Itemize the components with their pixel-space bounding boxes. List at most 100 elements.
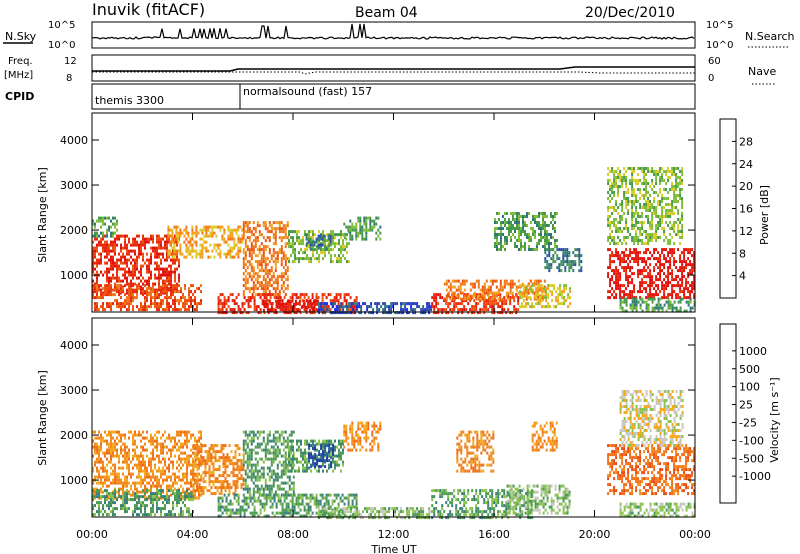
data-cell bbox=[174, 290, 176, 294]
data-cell bbox=[511, 291, 514, 295]
data-cell bbox=[563, 299, 566, 303]
data-cell bbox=[530, 239, 532, 242]
data-cell bbox=[639, 203, 642, 206]
data-cell bbox=[200, 302, 202, 306]
data-cell bbox=[637, 257, 640, 261]
data-cell bbox=[547, 305, 550, 309]
data-cell bbox=[286, 275, 289, 279]
data-cell bbox=[118, 430, 120, 434]
data-cell bbox=[94, 442, 96, 446]
data-cell bbox=[250, 278, 253, 282]
data-cell bbox=[288, 245, 290, 249]
data-cell bbox=[661, 176, 664, 179]
data-cell bbox=[494, 227, 496, 230]
data-cell bbox=[182, 487, 184, 491]
data-cell bbox=[673, 224, 676, 227]
data-cell bbox=[116, 222, 118, 226]
data-cell bbox=[657, 309, 660, 313]
data-cell bbox=[92, 495, 94, 499]
data-cell bbox=[140, 495, 142, 499]
data-cell bbox=[379, 231, 382, 235]
data-cell bbox=[681, 170, 684, 173]
data-cell bbox=[318, 260, 320, 264]
data-cell bbox=[160, 489, 162, 493]
data-cell bbox=[334, 233, 336, 237]
data-cell bbox=[292, 239, 294, 243]
data-cell bbox=[687, 248, 690, 252]
data-cell bbox=[174, 442, 176, 446]
data-cell bbox=[322, 248, 324, 252]
data-cell bbox=[184, 460, 186, 464]
data-cell bbox=[556, 257, 559, 261]
data-cell bbox=[496, 236, 498, 239]
data-cell bbox=[631, 182, 634, 185]
data-cell bbox=[671, 287, 674, 291]
data-cell bbox=[184, 284, 186, 288]
data-cell bbox=[177, 240, 180, 244]
data-cell bbox=[172, 293, 174, 297]
data-cell bbox=[173, 237, 176, 241]
data-cell bbox=[503, 279, 506, 283]
data-cell bbox=[182, 430, 184, 434]
data-cell bbox=[96, 466, 98, 470]
data-cell bbox=[445, 282, 448, 286]
data-cell bbox=[243, 296, 246, 300]
data-cell bbox=[552, 236, 554, 239]
data-cell bbox=[625, 260, 628, 264]
data-cell bbox=[685, 287, 688, 291]
data-cell bbox=[611, 170, 614, 173]
data-cell bbox=[132, 240, 134, 244]
data-cell bbox=[162, 299, 164, 303]
data-cell bbox=[376, 308, 379, 312]
data-cell bbox=[663, 179, 666, 182]
data-cell bbox=[176, 308, 178, 312]
data-cell bbox=[164, 495, 166, 499]
data-cell bbox=[98, 492, 100, 496]
data-cell bbox=[499, 293, 502, 297]
data-cell bbox=[152, 457, 154, 461]
data-cell bbox=[544, 215, 546, 218]
data-cell bbox=[437, 308, 440, 312]
data-cell bbox=[494, 236, 496, 239]
data-cell bbox=[661, 167, 664, 170]
data-cell bbox=[647, 209, 650, 212]
data-cell bbox=[158, 430, 160, 434]
data-cell bbox=[126, 243, 128, 247]
data-cell bbox=[426, 305, 429, 309]
data-cell bbox=[677, 212, 680, 215]
data-cell bbox=[156, 475, 158, 479]
data-cell bbox=[108, 252, 110, 256]
data-cell bbox=[176, 475, 178, 479]
data-cell bbox=[537, 293, 540, 297]
data-cell bbox=[136, 234, 138, 238]
data-cell bbox=[649, 278, 652, 282]
data-cell bbox=[148, 284, 150, 288]
data-cell bbox=[532, 230, 534, 233]
data-cell bbox=[330, 260, 332, 264]
data-cell bbox=[266, 272, 269, 276]
data-cell bbox=[172, 302, 174, 306]
data-cell bbox=[526, 236, 528, 239]
data-cell bbox=[270, 302, 273, 306]
data-cell bbox=[98, 510, 100, 514]
data-cell bbox=[346, 245, 348, 249]
data-cell bbox=[160, 448, 162, 452]
data-cell bbox=[245, 311, 248, 315]
data-cell bbox=[274, 221, 277, 225]
data-cell bbox=[166, 276, 168, 280]
data-cell bbox=[150, 237, 152, 241]
data-cell bbox=[247, 296, 250, 300]
data-cell bbox=[394, 302, 397, 306]
data-cell bbox=[92, 445, 94, 449]
data-cell bbox=[168, 302, 170, 306]
data-cell bbox=[170, 454, 172, 458]
data-cell bbox=[637, 254, 640, 258]
data-cell bbox=[256, 224, 259, 228]
data-cell bbox=[223, 240, 226, 244]
data-cell bbox=[219, 252, 222, 256]
data-cell bbox=[144, 507, 146, 511]
data-cell bbox=[304, 248, 306, 252]
data-cell bbox=[140, 439, 142, 443]
data-cell bbox=[148, 463, 150, 467]
